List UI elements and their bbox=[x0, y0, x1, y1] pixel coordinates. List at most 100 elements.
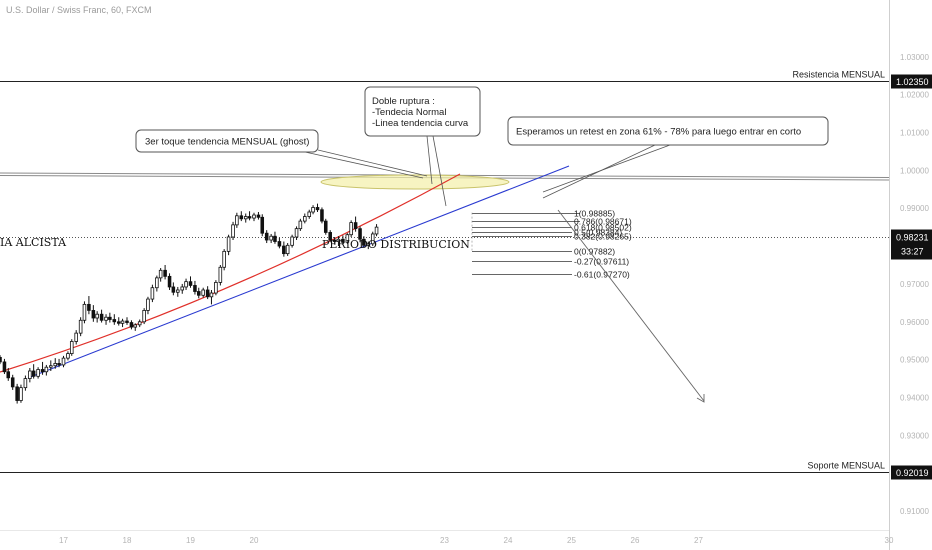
candle-body-73 bbox=[307, 211, 312, 217]
candle-body-10 bbox=[40, 369, 45, 373]
monthly-trendline bbox=[27, 165, 570, 379]
candle-body-46 bbox=[193, 285, 197, 292]
candle-body-53 bbox=[222, 250, 226, 268]
candle-body-35 bbox=[146, 298, 150, 311]
time-tick-9: 30 bbox=[885, 536, 894, 545]
candle-body-54 bbox=[226, 236, 231, 252]
fib-retracement: 1(0.98885)0.786(0.98671)0.618(0.98502)0.… bbox=[471, 209, 632, 280]
candle-body-17 bbox=[69, 341, 74, 354]
candle-body-9 bbox=[36, 369, 40, 377]
price-tick-1: 1.02000 bbox=[900, 91, 929, 100]
candle-body-88 bbox=[370, 233, 375, 245]
current-price-countdown: 33:27 bbox=[901, 247, 924, 257]
candle-body-28 bbox=[116, 321, 121, 324]
candle-body-5 bbox=[19, 387, 23, 401]
candle-body-77 bbox=[323, 220, 328, 233]
candle-body-0 bbox=[0, 356, 2, 363]
time-tick-0: 17 bbox=[59, 536, 68, 545]
candle-body-65 bbox=[273, 235, 277, 242]
candle-body-56 bbox=[235, 215, 239, 226]
candle-body-50 bbox=[209, 292, 214, 298]
candle-body-24 bbox=[99, 313, 104, 321]
candle-body-82 bbox=[345, 234, 350, 243]
level-tag-0: 1.02350 bbox=[896, 77, 929, 87]
projection-arrow-head bbox=[696, 394, 705, 403]
candle-body-43 bbox=[180, 286, 185, 291]
candle-body-58 bbox=[243, 216, 248, 220]
candle-body-72 bbox=[303, 216, 307, 222]
candle-body-14 bbox=[57, 363, 61, 366]
candle-body-8 bbox=[31, 370, 36, 377]
candle-body-86 bbox=[362, 238, 366, 246]
distribution-zone-ellipse bbox=[320, 174, 510, 190]
candle-body-51 bbox=[214, 282, 218, 294]
candle-body-21 bbox=[87, 303, 91, 311]
candle-body-19 bbox=[78, 319, 83, 334]
price-tick-12: 0.91000 bbox=[900, 507, 929, 516]
time-tick-8: 27 bbox=[694, 536, 703, 545]
time-tick-5: 24 bbox=[504, 536, 513, 545]
candle-body-39 bbox=[163, 269, 167, 277]
callout-doble-line-2: -Tendecia Normal bbox=[372, 107, 446, 118]
candle-body-74 bbox=[311, 207, 315, 213]
fib-label-1: 0.786(0.98671) bbox=[574, 217, 632, 227]
callout-retest: Esperamos un retest en zona 61% - 78% pa… bbox=[507, 116, 829, 199]
price-tick-7: 0.96000 bbox=[900, 318, 929, 327]
current-price-tag: 0.98231 bbox=[896, 233, 929, 243]
level-label-1: Soporte MENSUAL bbox=[807, 461, 885, 471]
candle-body-66 bbox=[277, 241, 282, 247]
candle-body-16 bbox=[66, 353, 70, 359]
callout-doble: Doble ruptura : -Tendecia Normal -Linea … bbox=[364, 86, 481, 207]
time-tick-7: 26 bbox=[631, 536, 640, 545]
candle-body-33 bbox=[137, 321, 142, 326]
fib-label-6: -0.27(0.97611) bbox=[574, 257, 629, 267]
fib-label-0: 1(0.98885) bbox=[574, 209, 615, 219]
candle-body-85 bbox=[358, 228, 362, 240]
distribucion-text: PERIODO DISTRIBUCION bbox=[322, 238, 470, 251]
candle-body-80 bbox=[336, 238, 341, 242]
price-tick-2: 1.01000 bbox=[900, 129, 929, 138]
candle-body-22 bbox=[91, 310, 96, 319]
candle-body-61 bbox=[256, 214, 261, 218]
candle-body-32 bbox=[133, 324, 138, 328]
candle-body-52 bbox=[218, 266, 223, 283]
candle-body-57 bbox=[239, 215, 244, 220]
candle-body-70 bbox=[294, 228, 299, 238]
candle-body-27 bbox=[112, 319, 117, 323]
callout-doble-line-1: Doble ruptura : bbox=[372, 96, 435, 107]
candle-body-62 bbox=[260, 216, 265, 234]
level-tag-bg-1 bbox=[891, 465, 932, 480]
level-tag-1: 0.92019 bbox=[896, 468, 929, 478]
candle-body-42 bbox=[176, 289, 180, 293]
fib-label-2: 0.618(0.98502) bbox=[574, 223, 632, 233]
candle-body-26 bbox=[108, 316, 112, 320]
candle-body-64 bbox=[269, 235, 273, 241]
candle-body-63 bbox=[264, 232, 269, 241]
candle-body-78 bbox=[328, 232, 332, 241]
candle-body-40 bbox=[167, 275, 172, 288]
candle-body-36 bbox=[150, 287, 155, 300]
candle-body-60 bbox=[252, 214, 256, 219]
candle-body-68 bbox=[285, 244, 290, 255]
candle-body-20 bbox=[82, 303, 87, 321]
candle-body-75 bbox=[315, 207, 320, 211]
time-tick-3: 20 bbox=[250, 536, 259, 545]
candle-body-76 bbox=[320, 209, 324, 222]
candle-body-49 bbox=[205, 289, 210, 298]
candle-body-18 bbox=[74, 332, 78, 342]
candle-body-12 bbox=[49, 365, 53, 368]
time-tick-1: 18 bbox=[123, 536, 132, 545]
candle-body-59 bbox=[247, 216, 252, 219]
key-levels: Resistencia MENSUAL Soporte MENSUAL bbox=[0, 70, 889, 473]
price-tick-3: 1.00000 bbox=[900, 166, 929, 175]
candle-body-23 bbox=[95, 313, 99, 319]
fib-label-7: -0.61(0.97270) bbox=[574, 270, 630, 280]
candle-body-7 bbox=[28, 370, 32, 379]
candle-body-41 bbox=[171, 286, 176, 293]
candle-body-15 bbox=[61, 357, 66, 366]
candle-body-13 bbox=[53, 363, 58, 367]
time-tick-4: 23 bbox=[440, 536, 449, 545]
price-tags: 1.02350 0.92019 0.98231 33:27 bbox=[891, 74, 932, 480]
price-tick-0: 1.03000 bbox=[900, 53, 929, 62]
